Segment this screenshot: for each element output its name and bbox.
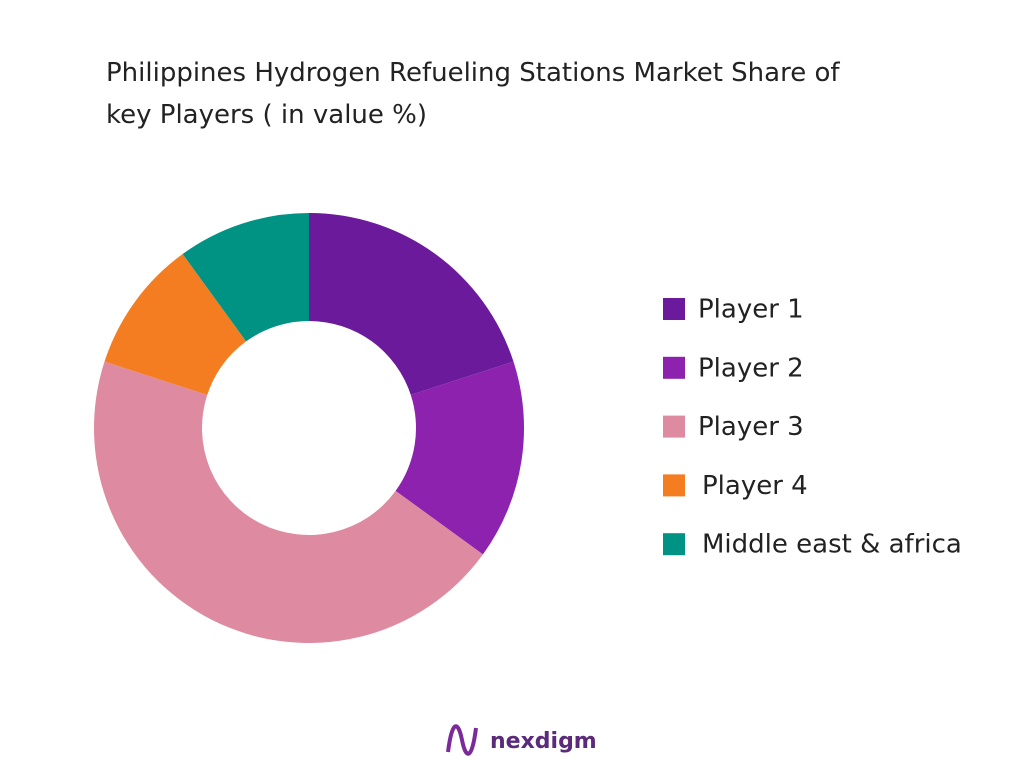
logo: nexdigm — [446, 724, 597, 756]
legend-label: Player 1 — [698, 295, 804, 325]
logo-icon — [446, 724, 478, 756]
legend-swatch — [663, 298, 685, 320]
logo-text: nexdigm — [490, 729, 597, 754]
legend-label: Middle east & africa — [702, 530, 962, 560]
chart-title: Philippines Hydrogen Refueling Stations … — [106, 58, 840, 130]
legend-label: Player 3 — [698, 412, 804, 442]
slice — [104, 254, 247, 395]
legend-swatch — [663, 474, 685, 497]
slice — [94, 361, 483, 643]
slice — [309, 213, 514, 395]
slice — [182, 213, 309, 342]
legend-swatch — [663, 356, 685, 379]
legend-swatch — [663, 415, 685, 438]
legend-label: Player 2 — [698, 353, 804, 383]
legend-swatch — [663, 533, 685, 556]
legend-label: Player 4 — [702, 471, 808, 501]
slice — [395, 361, 524, 555]
